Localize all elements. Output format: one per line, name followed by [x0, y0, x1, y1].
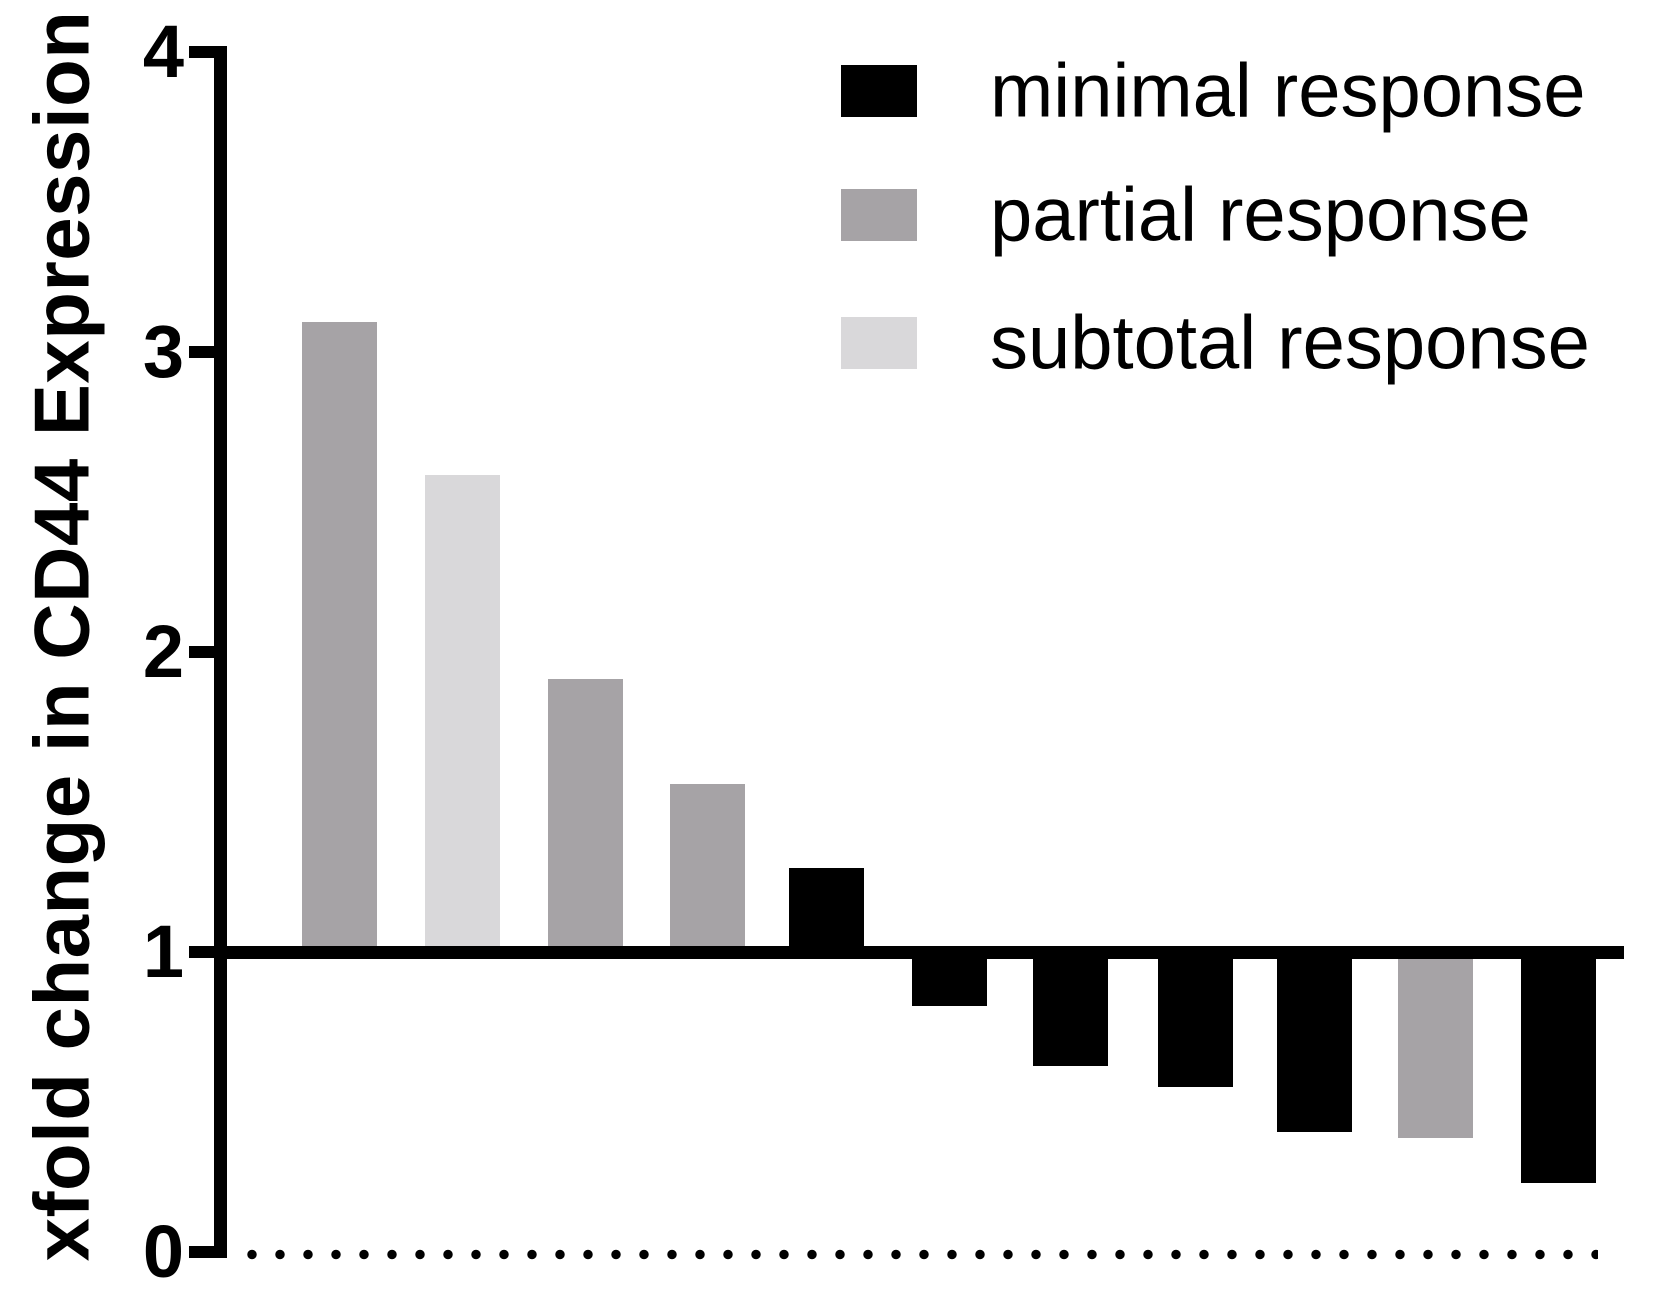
bar — [425, 475, 500, 952]
y-axis-tick-label: 3 — [142, 310, 184, 393]
legend-swatch-partial — [841, 189, 917, 241]
bar — [548, 679, 623, 952]
bar — [1277, 952, 1352, 1132]
bar — [1398, 952, 1473, 1138]
y-axis-tick-label: 4 — [142, 10, 184, 93]
legend-swatch-minimal — [841, 65, 917, 117]
bar — [912, 952, 987, 1006]
legend-label-minimal: minimal response — [990, 48, 1586, 134]
y-axis-line — [214, 46, 227, 1258]
zero-dotted-line — [238, 1249, 1598, 1260]
y-axis-tick — [189, 646, 215, 658]
y-axis-tick — [189, 946, 215, 958]
bar — [1158, 952, 1233, 1087]
bar — [789, 868, 864, 952]
bar — [670, 784, 745, 952]
y-axis-tick-label: 0 — [142, 1210, 184, 1293]
baseline-at-1 — [214, 946, 1624, 959]
bar — [1033, 952, 1108, 1066]
legend-swatch-subtotal — [841, 317, 917, 369]
bar — [1521, 952, 1596, 1183]
y-axis-tick — [189, 46, 215, 58]
y-axis-tick — [189, 1246, 215, 1258]
y-axis-tick-label: 2 — [142, 610, 184, 693]
y-axis-tick-label: 1 — [142, 910, 184, 993]
legend-label-subtotal: subtotal response — [990, 300, 1590, 386]
y-axis-tick — [189, 346, 215, 358]
bar — [302, 322, 377, 952]
legend-label-partial: partial response — [990, 172, 1531, 258]
